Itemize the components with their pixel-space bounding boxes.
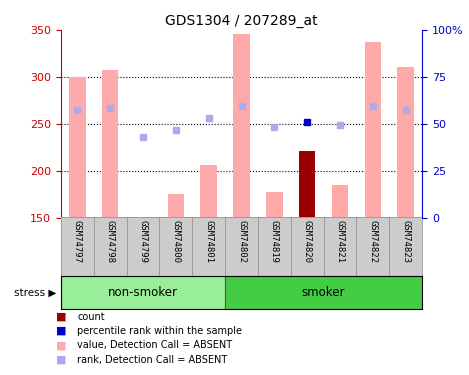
Bar xyxy=(102,70,118,217)
Bar xyxy=(299,151,315,217)
Text: non-smoker: non-smoker xyxy=(108,286,178,299)
Bar xyxy=(225,276,422,309)
Bar xyxy=(69,77,85,218)
Text: GSM74799: GSM74799 xyxy=(138,220,148,263)
Text: GSM74800: GSM74800 xyxy=(171,220,181,263)
Bar xyxy=(332,185,348,218)
Text: count: count xyxy=(77,312,105,322)
Bar xyxy=(397,67,414,218)
Text: GSM74822: GSM74822 xyxy=(368,220,378,263)
Text: GSM74797: GSM74797 xyxy=(73,220,82,263)
Text: GSM74798: GSM74798 xyxy=(106,220,115,263)
Text: ■: ■ xyxy=(56,312,67,322)
Text: ■: ■ xyxy=(56,355,67,364)
Text: GSM74820: GSM74820 xyxy=(303,220,312,263)
Text: GSM74801: GSM74801 xyxy=(204,220,213,263)
Text: GSM74802: GSM74802 xyxy=(237,220,246,263)
Text: ■: ■ xyxy=(56,326,67,336)
Bar xyxy=(167,194,184,217)
Text: smoker: smoker xyxy=(302,286,345,299)
Text: GSM74823: GSM74823 xyxy=(401,220,410,263)
Bar xyxy=(200,165,217,218)
Text: stress ▶: stress ▶ xyxy=(14,288,56,297)
Text: percentile rank within the sample: percentile rank within the sample xyxy=(77,326,242,336)
Title: GDS1304 / 207289_at: GDS1304 / 207289_at xyxy=(165,13,318,28)
Text: rank, Detection Call = ABSENT: rank, Detection Call = ABSENT xyxy=(77,355,227,364)
Bar xyxy=(61,276,225,309)
Bar xyxy=(266,192,282,217)
Text: ■: ■ xyxy=(56,340,67,350)
Text: GSM74821: GSM74821 xyxy=(335,220,345,263)
Text: GSM74819: GSM74819 xyxy=(270,220,279,263)
Text: value, Detection Call = ABSENT: value, Detection Call = ABSENT xyxy=(77,340,233,350)
Bar xyxy=(233,34,250,218)
Bar xyxy=(135,217,151,219)
Bar xyxy=(364,42,381,218)
